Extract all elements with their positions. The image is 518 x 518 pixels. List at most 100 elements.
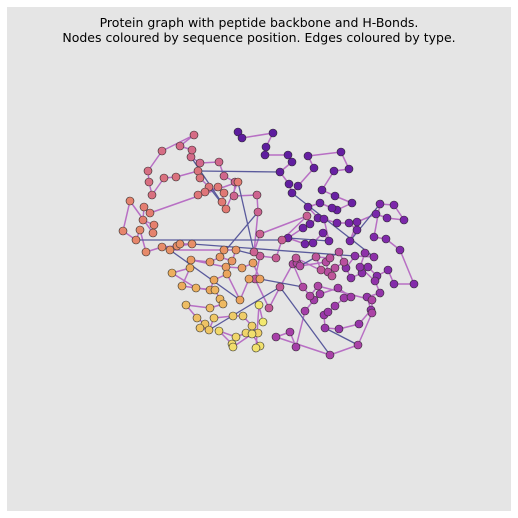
- residue-node: [302, 211, 312, 221]
- residue-node: [298, 223, 308, 233]
- residue-node: [222, 269, 232, 279]
- peptide-bond-edge: [122, 200, 131, 232]
- residue-node: [315, 198, 325, 208]
- residue-node: [285, 327, 295, 337]
- residue-node: [325, 253, 335, 263]
- residue-node: [195, 158, 205, 168]
- residue-node: [375, 199, 385, 209]
- hbond-edge: [208, 286, 281, 331]
- residue-node: [363, 262, 373, 272]
- residue-node: [204, 325, 214, 335]
- residue-node: [344, 164, 354, 174]
- residue-node: [316, 265, 326, 275]
- residue-node: [229, 191, 239, 201]
- residue-node: [181, 300, 191, 310]
- residue-node: [185, 263, 195, 273]
- peptide-bond-edge: [275, 336, 331, 356]
- residue-node: [253, 207, 263, 217]
- residue-node: [352, 217, 362, 227]
- residue-node: [167, 268, 177, 278]
- residue-node: [399, 215, 409, 225]
- residue-node: [268, 128, 278, 138]
- residue-node: [255, 251, 265, 261]
- peptide-bond-edge: [373, 203, 381, 238]
- hbond-edge: [169, 249, 241, 301]
- peptide-bond-edge: [357, 312, 373, 346]
- residue-node: [252, 190, 262, 200]
- hbond-edge: [197, 170, 281, 173]
- peptide-bond-edge: [253, 211, 259, 253]
- residue-node: [395, 245, 405, 255]
- residue-node: [339, 257, 349, 267]
- residue-node: [228, 311, 238, 321]
- peptide-bond-edge: [299, 261, 327, 267]
- peptide-bond-edge: [307, 151, 342, 157]
- peptide-bond-edge: [241, 132, 274, 139]
- residue-node: [389, 279, 399, 289]
- residue-node: [171, 172, 181, 182]
- residue-node: [300, 306, 310, 316]
- residue-node: [247, 321, 257, 331]
- peptide-bond-edge: [149, 181, 239, 214]
- peptide-bond-edge: [329, 344, 359, 356]
- residue-node: [233, 127, 243, 137]
- residue-node: [309, 163, 319, 173]
- residue-node: [287, 188, 297, 198]
- residue-node: [319, 214, 329, 224]
- edge-layer: [122, 131, 415, 356]
- residue-node: [327, 203, 337, 213]
- residue-node: [283, 150, 293, 160]
- residue-node: [221, 204, 231, 214]
- residue-node: [205, 303, 215, 313]
- residue-node: [381, 234, 391, 244]
- residue-node: [293, 181, 303, 191]
- peptide-bond-edge: [399, 249, 415, 285]
- residue-node: [367, 308, 377, 318]
- residue-node: [118, 226, 128, 236]
- residue-node: [261, 142, 271, 152]
- residue-node: [300, 239, 310, 249]
- residue-node: [219, 171, 229, 181]
- residue-node: [135, 225, 145, 235]
- residue-node: [157, 242, 167, 252]
- residue-node: [409, 279, 419, 289]
- residue-node: [345, 236, 355, 246]
- residue-node: [305, 219, 315, 229]
- residue-node: [330, 191, 340, 201]
- residue-node: [248, 258, 258, 268]
- residue-node: [147, 190, 157, 200]
- residue-node: [352, 225, 362, 235]
- residue-node: [238, 311, 248, 321]
- figure-title: Protein graph with peptide backbone and …: [0, 15, 518, 45]
- residue-node: [311, 252, 321, 262]
- residue-node: [277, 235, 287, 245]
- residue-node: [330, 263, 340, 273]
- residue-node: [237, 133, 247, 143]
- residue-node: [189, 130, 199, 140]
- residue-node: [344, 218, 354, 228]
- residue-node: [157, 146, 167, 156]
- residue-node: [131, 235, 141, 245]
- residue-node: [284, 179, 294, 189]
- residue-node: [308, 238, 318, 248]
- residue-node: [303, 202, 313, 212]
- residue-node: [251, 343, 261, 353]
- residue-node: [205, 257, 215, 267]
- residue-node: [315, 289, 325, 299]
- residue-node: [244, 274, 254, 284]
- residue-node: [214, 326, 224, 336]
- residue-node: [249, 247, 259, 257]
- residue-node: [370, 276, 380, 286]
- residue-node: [329, 166, 339, 176]
- residue-node: [138, 215, 148, 225]
- residue-node: [228, 342, 238, 352]
- residue-node: [327, 271, 337, 281]
- residue-node: [219, 245, 229, 255]
- residue-node: [139, 202, 149, 212]
- residue-node: [291, 253, 301, 263]
- residue-node: [141, 247, 151, 257]
- residue-node: [339, 293, 349, 303]
- residue-node: [235, 295, 245, 305]
- residue-node: [255, 274, 265, 284]
